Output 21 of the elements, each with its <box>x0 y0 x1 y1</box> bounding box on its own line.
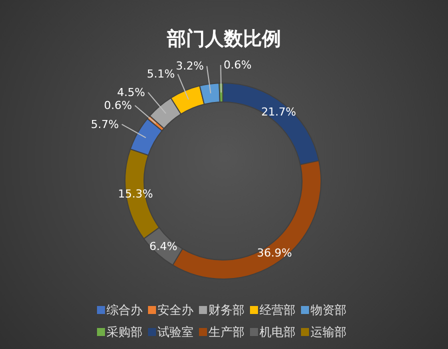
legend-label: 机电部 <box>258 324 296 341</box>
legend-label: 运输部 <box>310 324 346 341</box>
data-label: 15.3% <box>118 188 153 201</box>
chart-title: 部门人数比例 <box>166 27 282 52</box>
legend-label: 物资部 <box>310 302 346 319</box>
data-label: 0.6% <box>224 58 252 72</box>
legend-label: 采购部 <box>106 324 142 341</box>
legend-label: 综合办 <box>106 302 142 319</box>
data-label: 5.1% <box>146 68 175 81</box>
legend-label: 试验室 <box>156 324 194 341</box>
data-label: 21.7% <box>261 106 296 119</box>
legend-label: 经营部 <box>258 302 296 319</box>
data-label: 0.6% <box>104 99 132 112</box>
data-label: 3.2% <box>176 60 204 73</box>
data-label: 5.7% <box>90 118 119 131</box>
legend-label: 安全办 <box>156 302 194 319</box>
data-label: 6.4% <box>149 240 178 253</box>
data-label: 36.9% <box>256 246 292 260</box>
legend-label: 生产部 <box>208 324 244 341</box>
legend-label: 财务部 <box>208 302 244 319</box>
data-label: 4.5% <box>117 86 146 99</box>
